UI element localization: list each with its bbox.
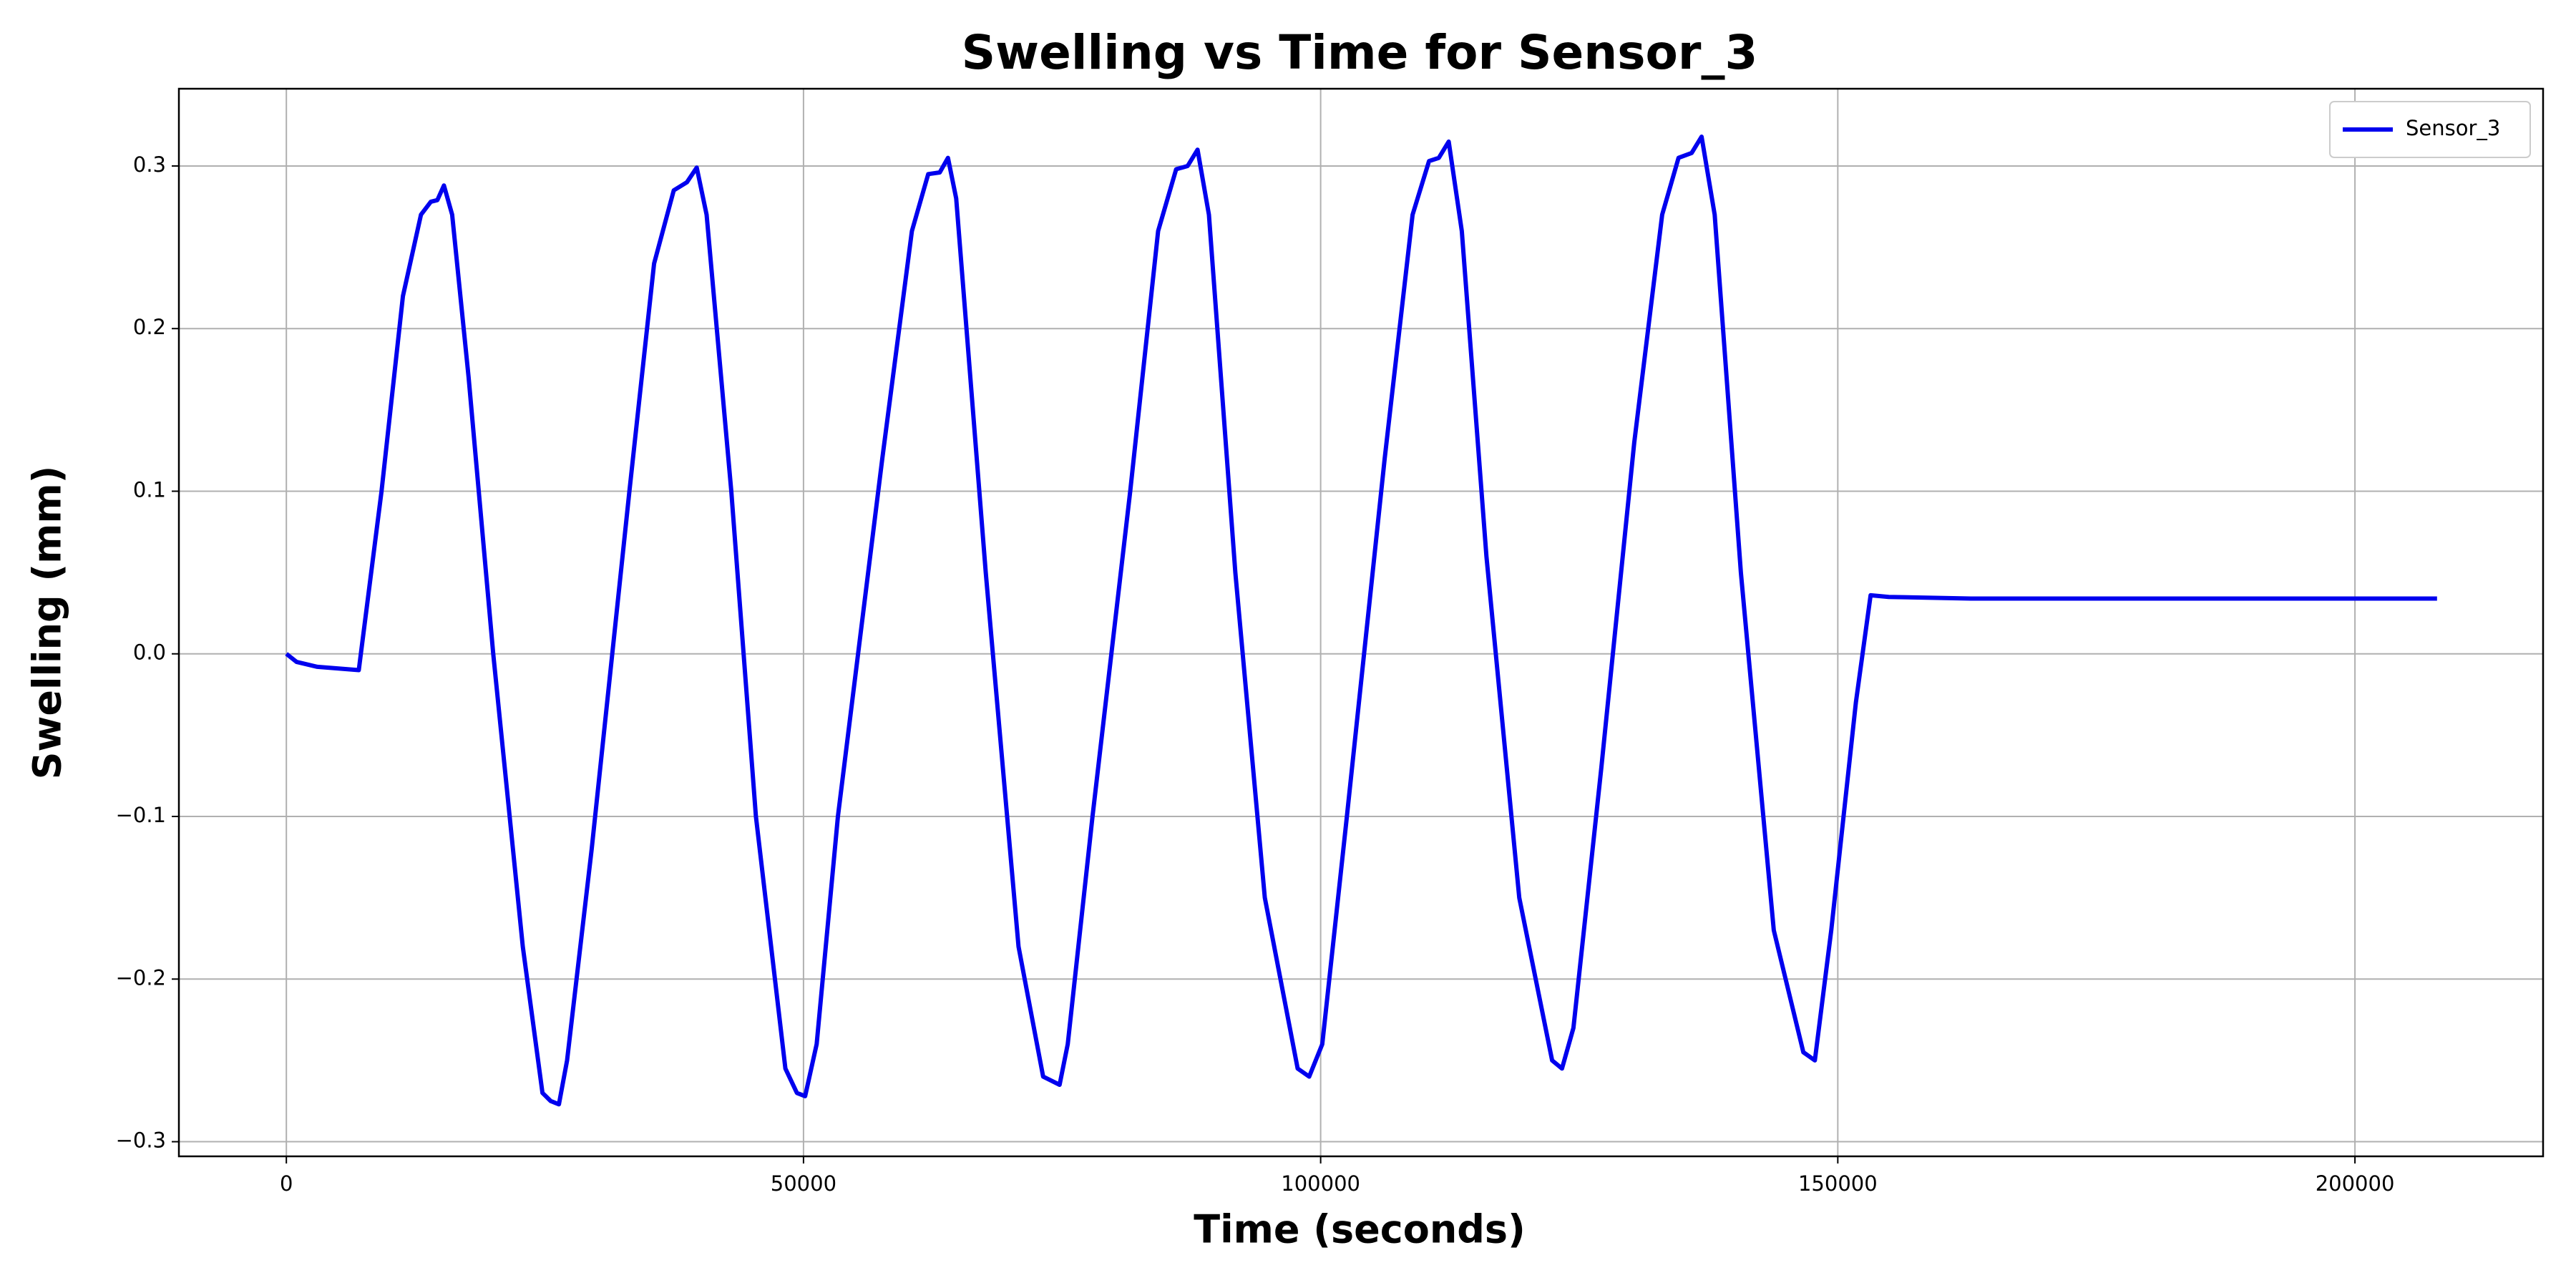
y-axis-label: Swelling (mm): [25, 466, 70, 780]
y-tick-label: −0.3: [116, 1128, 166, 1153]
x-axis-label: Time (seconds): [1194, 1207, 1526, 1252]
x-tick-label: 0: [280, 1171, 293, 1196]
y-tick-label: 0.3: [133, 152, 166, 177]
legend-box: [2329, 101, 2531, 158]
y-tick-label: 0.2: [133, 315, 166, 339]
x-tick-label: 100000: [1281, 1171, 1360, 1196]
y-tick-label: 0.0: [133, 640, 166, 665]
data-line: [285, 135, 2437, 1107]
y-tick-label: −0.1: [116, 803, 166, 827]
x-tick-label: 150000: [1798, 1171, 1878, 1196]
plot-frame: [177, 87, 2545, 1158]
legend-label: Sensor_3: [2406, 116, 2500, 140]
x-tick-label: 200000: [2316, 1171, 2395, 1196]
y-tick-label: −0.2: [116, 965, 166, 990]
y-tick-label: 0.1: [133, 477, 166, 502]
chart-title: Swelling vs Time for Sensor_3: [962, 25, 1758, 80]
x-tick-label: 50000: [771, 1171, 836, 1196]
